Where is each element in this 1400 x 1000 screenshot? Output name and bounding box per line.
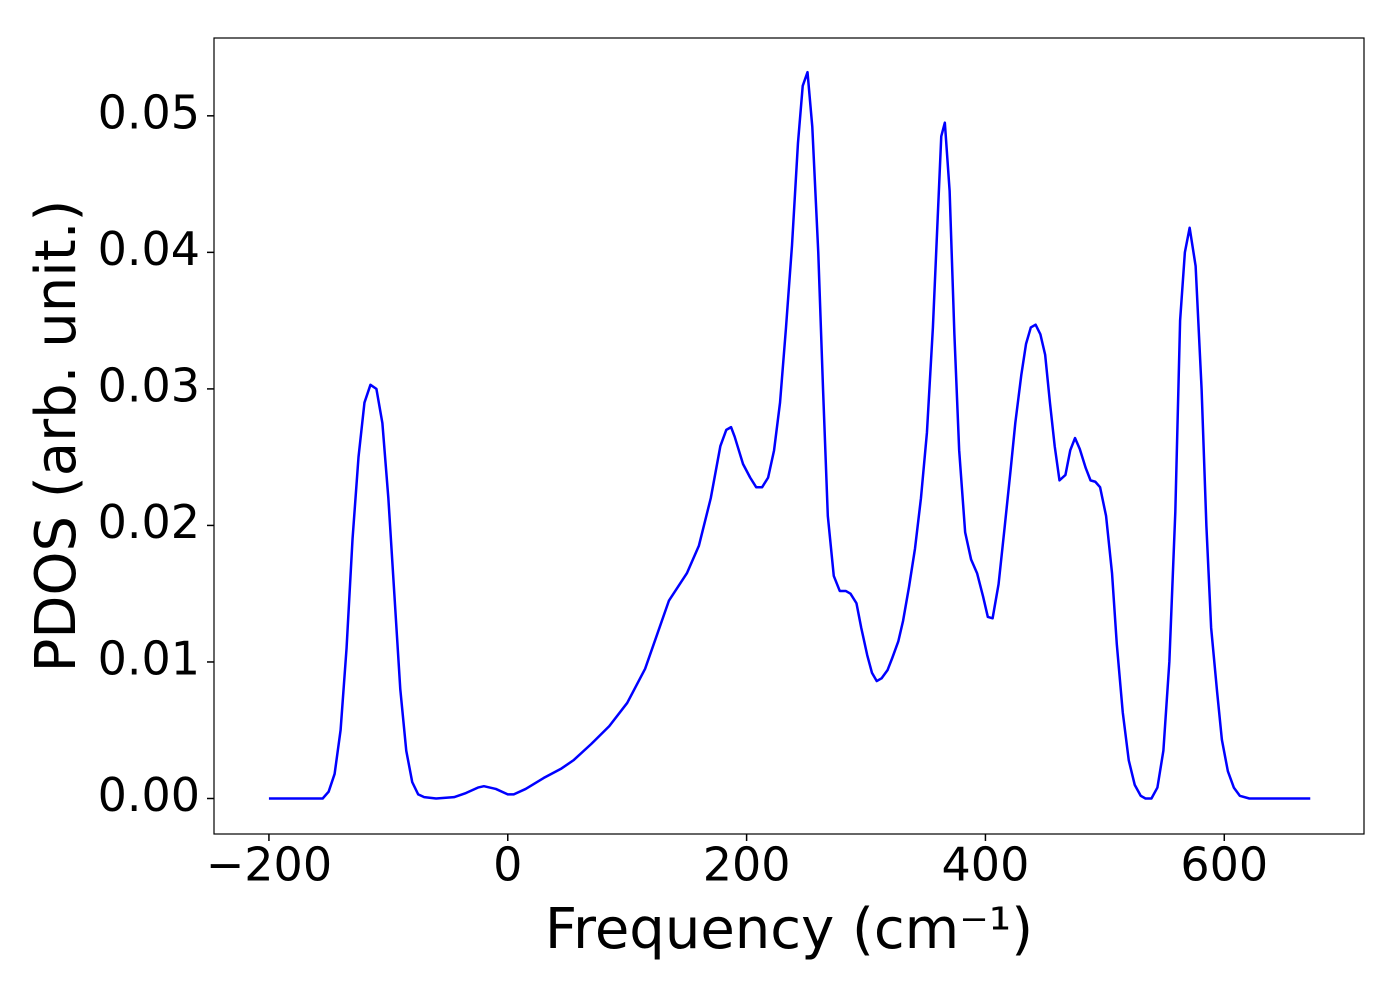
- y-tick-label: 0.03: [98, 358, 200, 412]
- y-axis-label: PDOS (arb. unit.): [24, 200, 89, 673]
- y-tick-label: 0.01: [98, 631, 200, 685]
- y-tick-label: 0.02: [98, 495, 200, 549]
- line-series: [268, 70, 1311, 800]
- y-tick-label: 0.04: [98, 222, 200, 276]
- plot-frame: [213, 37, 1365, 835]
- x-tick-label: 0: [493, 838, 522, 892]
- x-tick-label: −200: [206, 838, 332, 892]
- x-axis-label: Frequency (cm⁻¹): [545, 897, 1033, 962]
- y-tick-label: 0.05: [98, 85, 200, 139]
- x-tick-label: 400: [942, 838, 1030, 892]
- y-tick-label: 0.00: [98, 768, 200, 822]
- x-tick-label: 600: [1180, 838, 1268, 892]
- x-tick-label: 200: [703, 838, 791, 892]
